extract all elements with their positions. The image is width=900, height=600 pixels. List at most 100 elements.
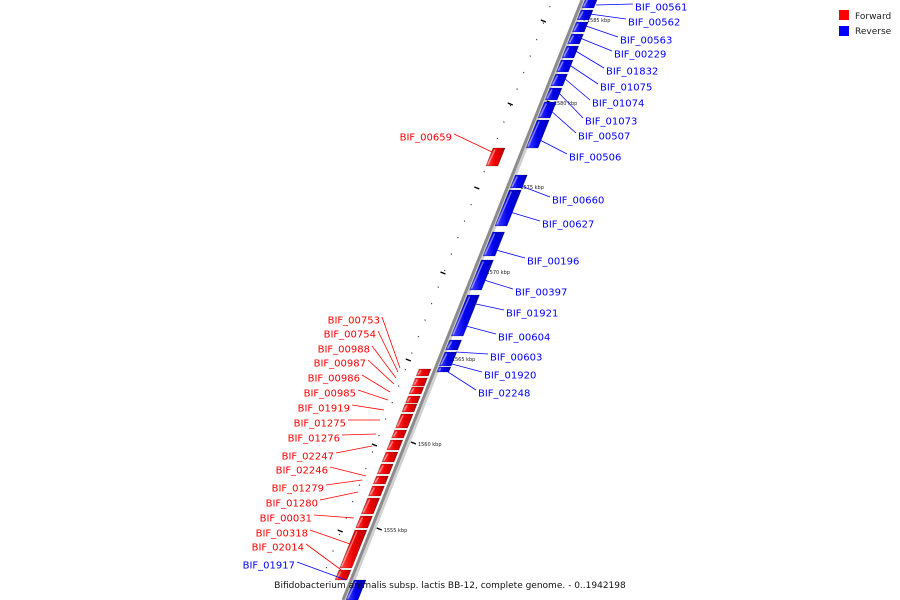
reverse-gene-block-highlight bbox=[539, 103, 548, 117]
forward-gene-leader-line bbox=[361, 374, 391, 393]
reverse-gene-block-highlight bbox=[347, 581, 357, 599]
forward-gene-block-highlight bbox=[374, 477, 380, 483]
reverse-gene-leader-line bbox=[447, 371, 477, 391]
forward-gene-block bbox=[415, 368, 432, 377]
reverse-gene-block bbox=[555, 59, 574, 73]
reverse-gene-leader-line bbox=[567, 63, 599, 85]
forward-gene-label: BIF_00988 bbox=[318, 345, 370, 356]
forward-gene-block-highlight bbox=[383, 453, 389, 461]
forward-gene-leader-line bbox=[367, 359, 395, 385]
reverse-gene-label: BIF_01917 bbox=[243, 561, 295, 572]
minor-tick bbox=[509, 104, 512, 107]
reverse-gene-label: BIF_00562 bbox=[628, 18, 680, 29]
minor-tick bbox=[411, 352, 413, 354]
forward-gene-leader-line bbox=[313, 514, 355, 519]
reverse-gene-label: BIF_00507 bbox=[578, 132, 630, 143]
minor-tick bbox=[404, 368, 407, 371]
minor-tick bbox=[417, 335, 420, 338]
forward-gene-label: BIF_00318 bbox=[256, 529, 308, 540]
reverse-gene-leader-line bbox=[563, 77, 591, 101]
reverse-gene-block-highlight bbox=[557, 61, 564, 71]
forward-gene-leader-line bbox=[381, 316, 401, 369]
forward-gene-block-highlight bbox=[403, 405, 408, 411]
reverse-gene-leader-line bbox=[451, 363, 483, 373]
reverse-gene-label: BIF_00603 bbox=[490, 353, 542, 364]
reverse-gene-label: BIF_01075 bbox=[600, 83, 652, 94]
forward-gene-block-highlight bbox=[362, 499, 371, 513]
reverse-gene-block-highlight bbox=[573, 23, 579, 31]
scale-tick-label: 1580 kbp bbox=[554, 101, 578, 107]
forward-gene-leader-line bbox=[305, 543, 345, 573]
reverse-gene-block-highlight bbox=[452, 296, 471, 335]
minor-tick bbox=[358, 484, 361, 486]
reverse-gene-leader-line bbox=[465, 325, 497, 335]
reverse-gene-leader-line bbox=[539, 139, 568, 155]
reverse-gene-leader-line bbox=[495, 249, 526, 259]
scale-tick-mirror bbox=[337, 529, 343, 533]
minor-tick bbox=[437, 286, 439, 288]
forward-gene-block-highlight bbox=[396, 415, 404, 427]
forward-gene-label: BIF_00986 bbox=[308, 374, 360, 385]
reverse-gene-leader-line bbox=[475, 303, 505, 311]
forward-gene-block-highlight bbox=[378, 465, 384, 473]
scale-tick-label: 1570 kbp bbox=[486, 270, 510, 276]
reverse-gene-block bbox=[345, 579, 367, 600]
reverse-gene-block-highlight bbox=[578, 11, 584, 19]
forward-gene-leader-line bbox=[319, 491, 359, 501]
scale-tick-label: 1555 kbp bbox=[384, 528, 408, 534]
reverse-gene-block-highlight bbox=[511, 176, 518, 187]
reverse-gene-block bbox=[581, 0, 598, 9]
reverse-gene-block bbox=[482, 231, 506, 257]
forward-gene-block bbox=[360, 497, 381, 515]
minor-tick bbox=[332, 550, 334, 552]
reverse-gene-leader-line bbox=[585, 25, 619, 38]
genome-axis-shadow bbox=[342, 0, 587, 600]
reverse-gene-leader-line bbox=[579, 37, 613, 52]
minor-tick bbox=[457, 236, 459, 239]
reverse-gene-block-highlight bbox=[438, 367, 442, 372]
forward-gene-block bbox=[391, 429, 408, 439]
reverse-gene-block bbox=[445, 339, 463, 351]
reverse-gene-label: BIF_01921 bbox=[506, 309, 558, 320]
reverse-gene-label: BIF_00229 bbox=[614, 50, 666, 61]
minor-tick bbox=[516, 88, 518, 90]
minor-tick bbox=[463, 220, 466, 222]
reverse-gene-leader-line bbox=[573, 49, 605, 69]
reverse-gene-label: BIF_01832 bbox=[606, 67, 658, 78]
reverse-gene-block-highlight bbox=[552, 75, 559, 85]
scale-tick-label: 1585 kbp bbox=[587, 18, 611, 24]
reverse-gene-leader-line bbox=[549, 109, 577, 134]
minor-tick bbox=[352, 500, 354, 503]
legend-forward-label: Forward bbox=[855, 12, 891, 22]
reverse-gene-label: BIF_01920 bbox=[484, 371, 536, 382]
reverse-gene-label: BIF_00660 bbox=[552, 196, 604, 207]
forward-gene-label: BIF_00987 bbox=[314, 359, 366, 370]
forward-gene-label: BIF_01276 bbox=[288, 434, 340, 445]
forward-gene-leader-line bbox=[309, 529, 351, 545]
minor-tick bbox=[378, 434, 380, 437]
forward-gene-leader-line bbox=[371, 345, 397, 379]
forward-gene-label: BIF_01280 bbox=[266, 499, 318, 510]
minor-tick bbox=[398, 385, 400, 387]
forward-gene-label: BIF_00985 bbox=[304, 389, 356, 400]
forward-gene-block-highlight bbox=[487, 149, 496, 165]
forward-gene-label: BIF_00753 bbox=[328, 316, 380, 327]
forward-gene-leader-line bbox=[453, 133, 493, 153]
reverse-gene-block-highlight bbox=[568, 35, 575, 43]
forward-gene-block bbox=[411, 377, 428, 387]
scale-tick-label: 1565 kbp bbox=[452, 357, 476, 363]
scale-tick-mirror bbox=[540, 19, 547, 23]
reverse-gene-label: BIF_00561 bbox=[635, 3, 687, 14]
minor-tick bbox=[536, 38, 538, 41]
legend-forward-swatch bbox=[839, 10, 849, 20]
reverse-gene-block bbox=[576, 9, 594, 21]
minor-tick bbox=[483, 170, 485, 173]
minor-tick bbox=[424, 319, 426, 321]
forward-gene-block bbox=[408, 386, 425, 395]
reverse-gene-label: BIF_00563 bbox=[620, 36, 672, 47]
reverse-gene-label: BIF_01073 bbox=[585, 117, 637, 128]
reverse-gene-leader-line bbox=[557, 91, 584, 119]
scale-tick-mirror bbox=[507, 102, 514, 106]
reverse-gene-block bbox=[571, 21, 589, 33]
